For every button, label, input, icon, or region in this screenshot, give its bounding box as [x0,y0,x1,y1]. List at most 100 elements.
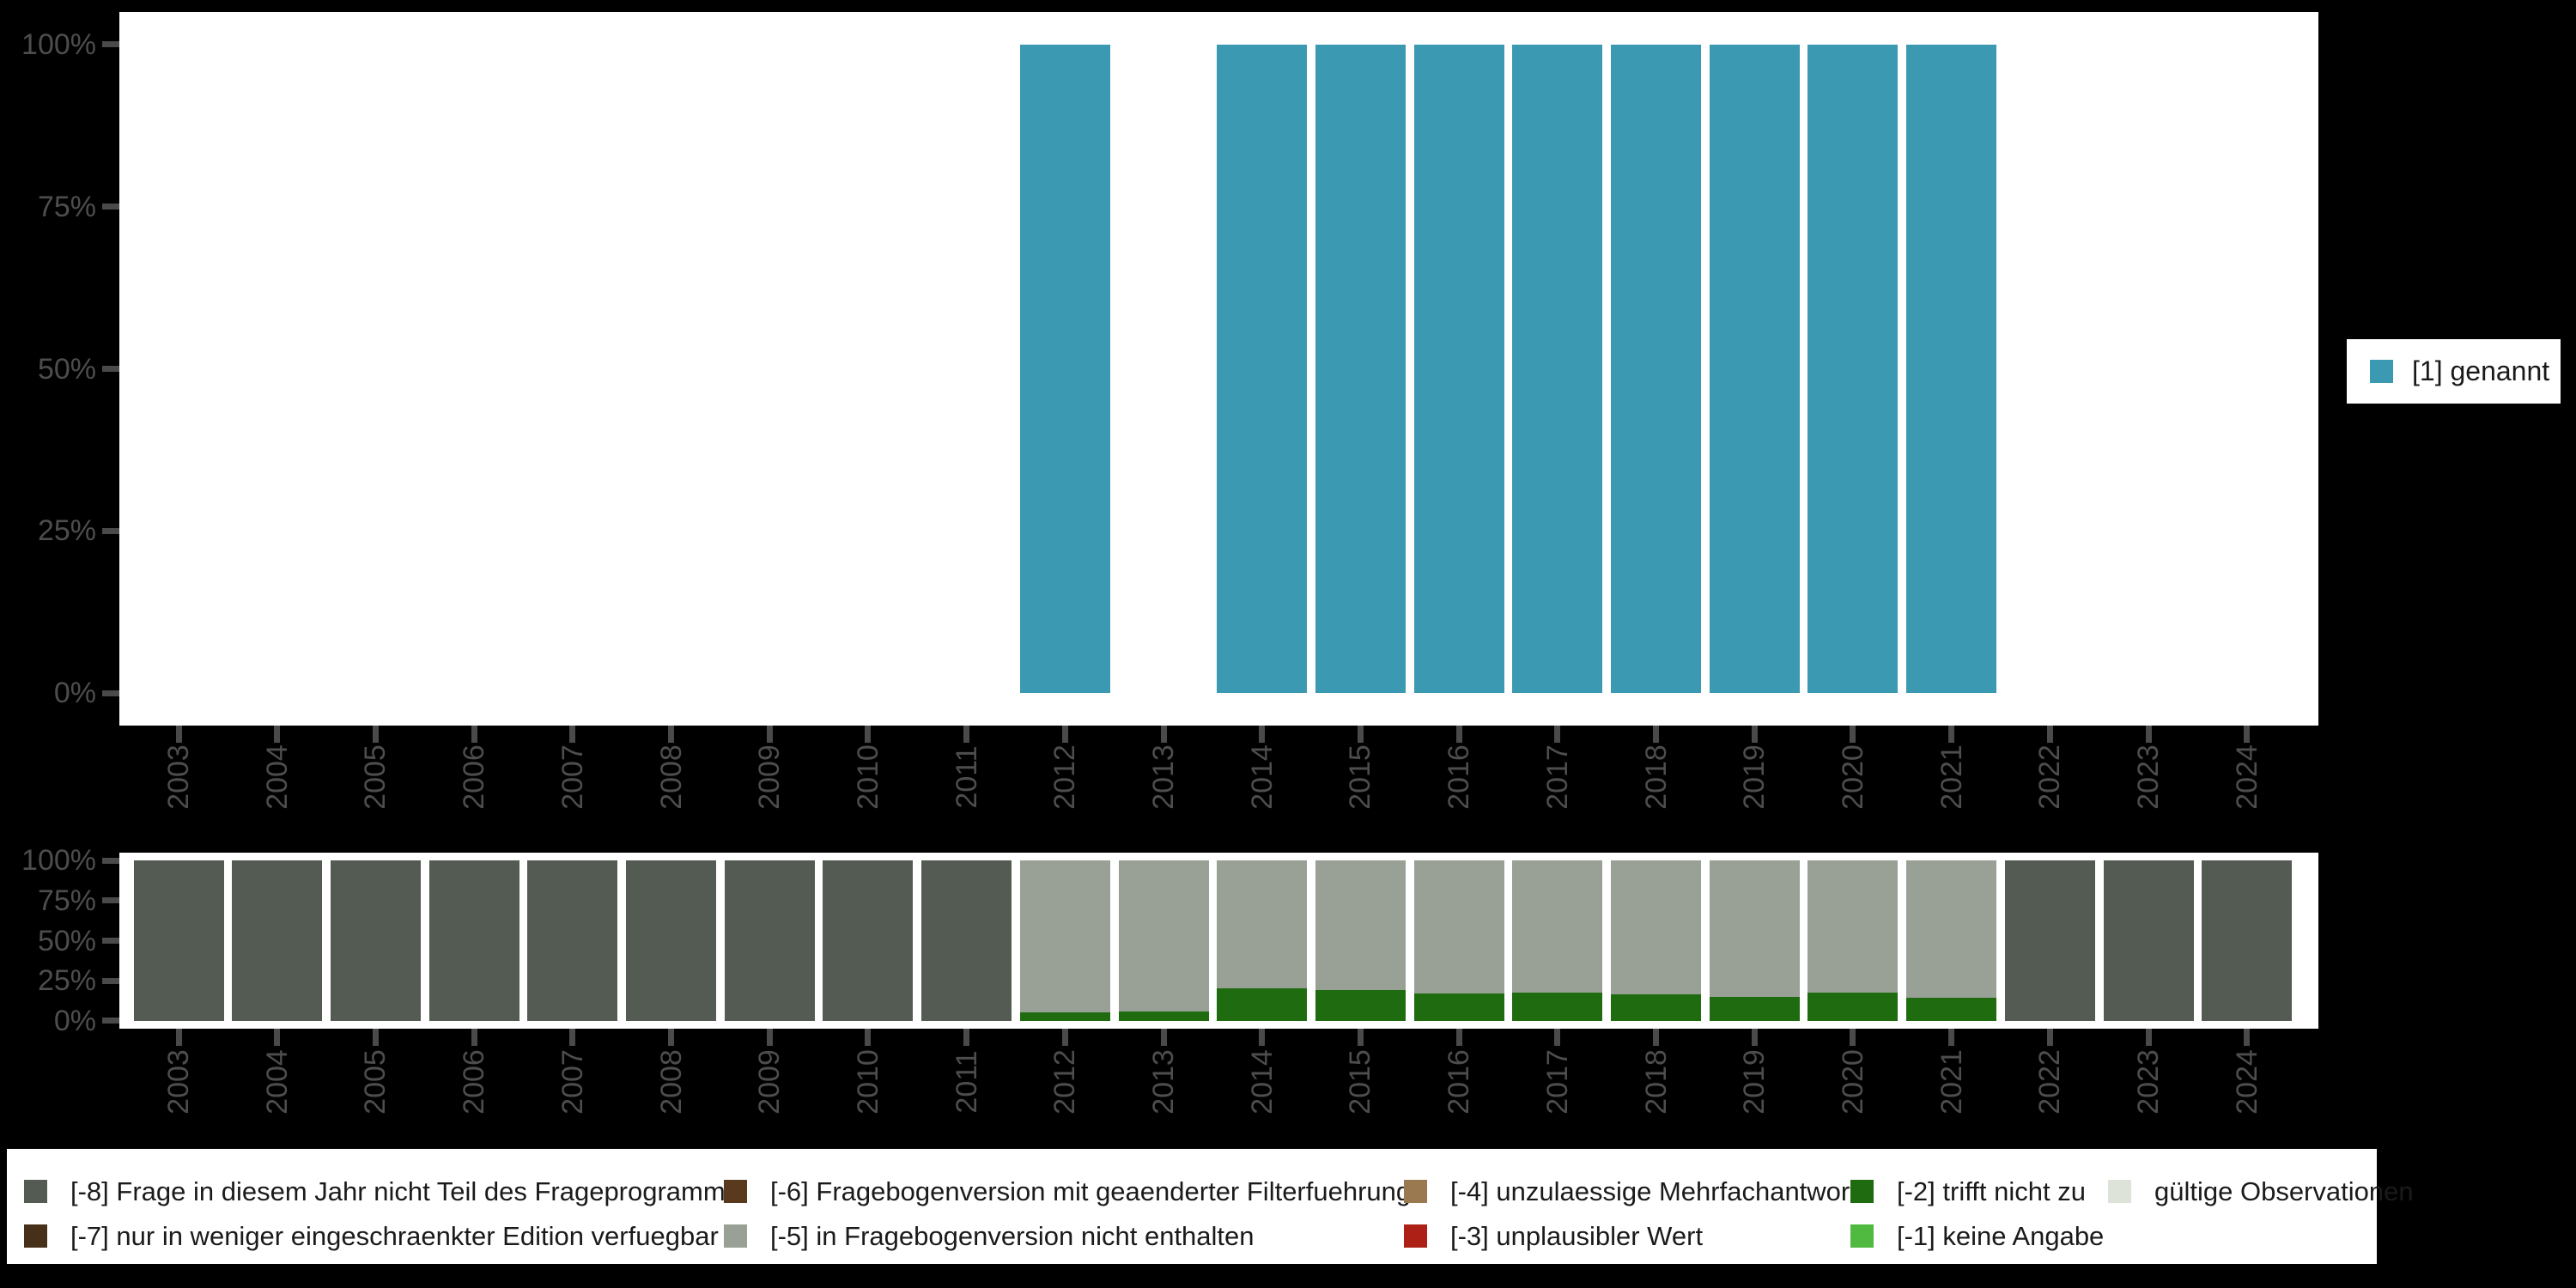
bar-2018-missing [1611,993,1701,1021]
bar-2019-value [1709,44,1800,694]
x-axis-label-2006: 2006 [458,1049,491,1115]
x-axis-tick [471,726,477,743]
x-axis-tick [569,726,576,743]
y-axis-tick [102,897,119,904]
bar-2014-missing [1217,988,1308,1021]
bar-2012-missing [1019,860,1110,1013]
x-axis-tick [865,726,872,743]
bar-2021-missing [1906,997,1997,1021]
bar-2004-missing [232,860,323,1021]
bar-2012-missing [1019,1012,1110,1021]
legend-swatch---3-unplausibler-Wer [1404,1224,1427,1248]
x-axis-label-2023: 2023 [2132,744,2165,810]
x-axis-tick [1061,726,1068,743]
bar-2024-missing [2202,860,2293,1021]
x-axis-tick [1160,726,1167,743]
legend-swatch---5-in-Fragebogenver [724,1224,747,1248]
x-axis-tick [175,1029,182,1046]
legend-label---8-Frage-in-diesem-: [-8] Frage in diesem Jahr nicht Teil des… [70,1176,739,1206]
x-axis-label-2007: 2007 [556,744,589,810]
bar-2015-missing [1315,860,1406,991]
y-axis-tick [102,41,119,48]
x-axis-tick [471,1029,477,1046]
x-axis-tick [963,1029,970,1046]
x-axis-tick [963,726,970,743]
x-axis-tick [1948,1029,1955,1046]
x-axis-label-2005: 2005 [359,1049,392,1115]
x-axis-tick [1259,726,1266,743]
x-axis-label-2011: 2011 [950,1050,983,1114]
bar-2007-missing [527,860,618,1021]
y-axis-label: 50% [37,352,96,386]
x-axis-tick [2244,1029,2251,1046]
y-axis-label: 75% [37,884,96,917]
x-axis-label-2015: 2015 [1344,744,1377,810]
y-axis-tick [102,977,119,984]
x-axis-label-2012: 2012 [1048,744,1082,810]
x-axis-tick [766,1029,773,1046]
x-axis-label-2004: 2004 [260,744,294,810]
bar-2021-value [1906,44,1997,694]
x-axis-tick [1948,726,1955,743]
x-axis-tick [1357,726,1364,743]
x-axis-label-2016: 2016 [1443,1049,1476,1115]
x-axis-tick [2145,1029,2152,1046]
bar-2014-missing [1217,860,1308,989]
y-axis-tick [102,690,119,696]
x-axis-label-2013: 2013 [1147,1049,1180,1115]
legend-swatch---2-trifft-nicht-zu [1850,1180,1874,1203]
x-axis-label-2022: 2022 [2033,1049,2067,1115]
x-axis-tick [2046,1029,2053,1046]
x-axis-label-2005: 2005 [359,744,392,810]
bar-2016-value [1413,44,1504,694]
x-axis-label-2003: 2003 [162,744,195,810]
x-axis-tick [1751,726,1758,743]
category-legend: [1] genannt [2347,339,2561,404]
bar-2003-missing [133,860,224,1021]
bar-2015-value [1315,44,1406,694]
bar-2020-missing [1807,993,1899,1021]
bar-2016-missing [1413,993,1504,1021]
x-axis-tick [1751,1029,1758,1046]
bar-2021-missing [1906,860,1997,998]
x-axis-label-2018: 2018 [1639,1049,1673,1115]
x-axis-label-2008: 2008 [654,1049,688,1115]
legend-label-genannt: [1] genannt [2412,355,2550,386]
x-axis-label-2017: 2017 [1540,1049,1574,1115]
bar-2017-missing [1512,993,1603,1021]
x-axis-tick [372,726,379,743]
x-axis-label-2020: 2020 [1836,744,1869,810]
y-axis-label: 0% [53,677,96,710]
x-axis-label-2009: 2009 [753,744,787,810]
x-axis-label-2009: 2009 [753,1049,787,1115]
x-axis-tick [766,726,773,743]
bar-2020-value [1807,44,1899,694]
x-axis-label-2010: 2010 [851,744,884,810]
legend-label---3-unplausibler-Wer: [-3] unplausibler Wert [1450,1221,1704,1251]
bar-2014-value [1217,44,1308,694]
x-axis-tick [1259,1029,1266,1046]
x-axis-tick [1061,1029,1068,1046]
legend-swatch---7-nur-in-weniger-e [24,1224,47,1248]
x-axis-label-2014: 2014 [1245,744,1279,810]
y-axis-tick [102,1018,119,1024]
bar-2009-missing [724,860,815,1021]
y-axis-tick [102,857,119,864]
x-axis-tick [1455,726,1462,743]
legend-swatch---1-keine-Angabe [1850,1224,1874,1248]
legend-label---6-Fragebogenversio: [-6] Fragebogenversion mit geaenderter F… [770,1176,1412,1206]
x-axis-label-2014: 2014 [1245,1049,1279,1115]
x-axis-label-2020: 2020 [1836,1049,1869,1115]
x-axis-tick [865,1029,872,1046]
bar-2023-missing [2103,860,2194,1021]
x-axis-label-2016: 2016 [1443,744,1476,810]
y-axis-tick [102,366,119,372]
x-axis-tick [1160,1029,1167,1046]
x-axis-label-2004: 2004 [260,1049,294,1115]
bar-2013-missing [1118,1012,1209,1021]
x-axis-label-2018: 2018 [1639,744,1673,810]
bar-2008-missing [626,860,716,1021]
x-axis-tick [668,1029,674,1046]
legend-label---1-keine-Angabe: [-1] keine Angabe [1897,1221,2105,1251]
bar-2017-missing [1512,860,1603,993]
